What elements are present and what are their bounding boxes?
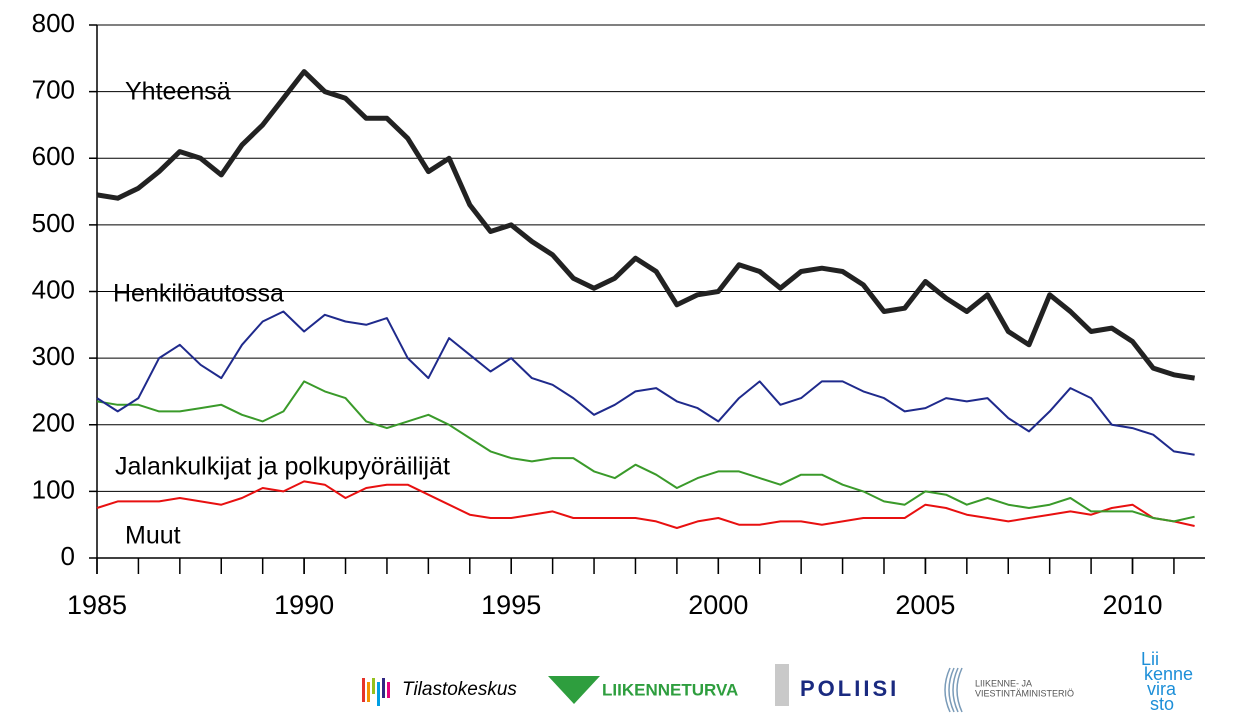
y-tick-label: 400 [32,274,75,304]
logo-mark [775,664,789,706]
series-label: Jalankulkijat ja polkupyöräilijät [115,453,450,481]
y-tick-label: 200 [32,408,75,438]
x-tick-label: 2000 [688,590,748,620]
series-line [96,310,1195,456]
series-label: Yhteensä [125,78,231,106]
logo-mark [956,667,963,713]
logo-mark [362,678,365,702]
x-tick-label: 1985 [67,590,127,620]
x-tick-label: 1995 [481,590,541,620]
logo-text: POLIISI [800,676,899,701]
x-tick-label: 2010 [1102,590,1162,620]
logo-mark [382,678,385,698]
logo-mark [387,682,390,698]
logo-mark [377,682,380,706]
logo-text: LIIKENNE- JA [975,678,1032,688]
logo-text: LIIKENNETURVA [602,680,738,699]
logo-text: kenne [1144,664,1193,684]
x-tick-label: 1990 [274,590,334,620]
y-tick-label: 100 [32,474,75,504]
logo-mark [948,667,955,713]
x-tick-label: 2005 [895,590,955,620]
series-label: Muut [125,522,181,550]
y-tick-label: 0 [61,541,75,571]
logo-text: VIESTINTÄMINISTERIÖ [975,688,1074,698]
logo-mark [548,676,600,704]
y-tick-label: 800 [32,8,75,38]
y-tick-label: 300 [32,341,75,371]
y-tick-label: 700 [32,75,75,105]
logo-text: sto [1150,694,1174,714]
logo-text: vira [1147,679,1177,699]
logo-text: Lii [1141,649,1159,669]
series-line [96,69,1195,381]
logo-mark [367,682,370,702]
logo-text: Tilastokeskus [402,679,517,700]
logo-mark [952,667,959,713]
series-label: Henkilöautossa [113,280,284,308]
logo-mark [944,667,951,713]
logo-mark [372,678,375,694]
y-tick-label: 500 [32,208,75,238]
series-line [96,480,1195,529]
y-tick-label: 600 [32,141,75,171]
series-line [96,380,1195,523]
